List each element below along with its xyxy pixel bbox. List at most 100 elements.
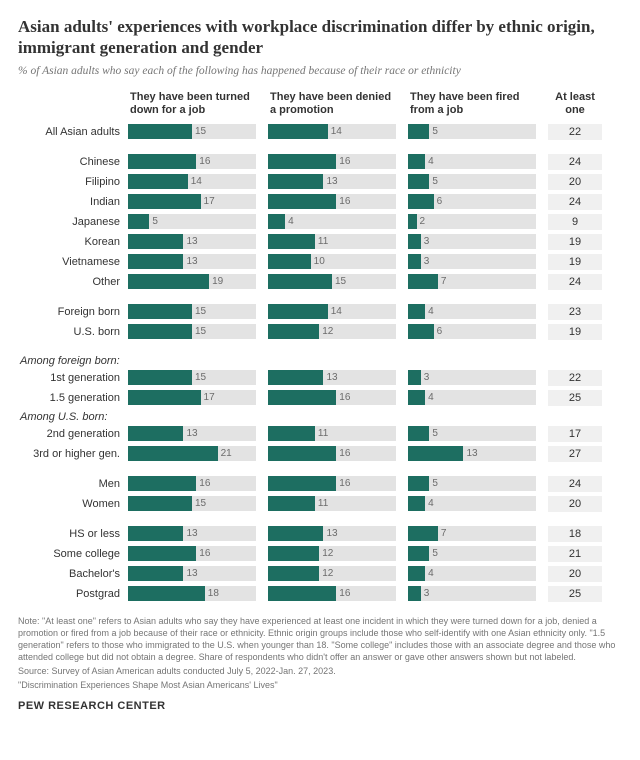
bar-value: 16 <box>196 476 210 491</box>
bar-fill <box>268 124 328 139</box>
bar-value: 4 <box>425 304 434 319</box>
bar-cell: 4 <box>268 214 408 229</box>
row-label: 1.5 generation <box>18 392 128 404</box>
bar-cell: 16 <box>268 194 408 209</box>
bar-value: 13 <box>183 526 197 541</box>
bar-cell: 12 <box>268 566 408 581</box>
bar-fill <box>268 496 315 511</box>
bar-fill <box>268 304 328 319</box>
bar-cell: 12 <box>268 324 408 339</box>
data-row: HS or less1313718 <box>18 525 622 543</box>
atleast-value: 17 <box>548 426 602 442</box>
bar-value: 6 <box>434 194 443 209</box>
bar-value: 3 <box>421 234 430 249</box>
row-label: All Asian adults <box>18 126 128 138</box>
bar-value: 15 <box>192 124 206 139</box>
column-headers: They have been turned down for a job The… <box>18 91 622 117</box>
bar-fill <box>128 446 218 461</box>
bar-value: 16 <box>196 546 210 561</box>
atleast-value: 24 <box>548 194 602 210</box>
bar-fill <box>408 304 425 319</box>
row-label: 3rd or higher gen. <box>18 448 128 460</box>
chart-note: Note: "At least one" refers to Asian adu… <box>18 615 622 664</box>
data-row: 1.5 generation1716425 <box>18 389 622 407</box>
bar-fill <box>408 426 429 441</box>
bar-value: 13 <box>183 254 197 269</box>
bar-value: 12 <box>319 546 333 561</box>
bar-cell: 3 <box>408 586 548 601</box>
bar-fill <box>268 214 285 229</box>
row-label: Bachelor's <box>18 568 128 580</box>
bar-cell: 5 <box>408 426 548 441</box>
bar-fill <box>268 234 315 249</box>
data-row: Other1915724 <box>18 273 622 291</box>
bar-value: 13 <box>323 370 337 385</box>
bar-fill <box>268 194 336 209</box>
col-header-2: They have been fired from a job <box>408 91 548 117</box>
bar-value: 4 <box>425 566 434 581</box>
bar-fill <box>268 446 336 461</box>
bar-cell: 4 <box>408 566 548 581</box>
bar-cell: 13 <box>128 566 268 581</box>
atleast-value: 18 <box>548 526 602 542</box>
row-label: Vietnamese <box>18 256 128 268</box>
bar-cell: 16 <box>268 476 408 491</box>
bar-value: 16 <box>336 194 350 209</box>
bar-cell: 18 <box>128 586 268 601</box>
data-row: U.S. born1512619 <box>18 323 622 341</box>
bar-cell: 16 <box>128 476 268 491</box>
bar-fill <box>408 274 438 289</box>
data-row: Some college1612521 <box>18 545 622 563</box>
bar-cell: 17 <box>128 194 268 209</box>
bar-cell: 13 <box>268 370 408 385</box>
bar-value: 10 <box>311 254 325 269</box>
bar-fill <box>128 124 192 139</box>
bar-fill <box>408 174 429 189</box>
bar-value: 6 <box>434 324 443 339</box>
data-row: Indian1716624 <box>18 193 622 211</box>
data-row: Foreign born1514423 <box>18 303 622 321</box>
bar-value: 5 <box>429 174 438 189</box>
bar-cell: 16 <box>268 586 408 601</box>
row-label: Women <box>18 498 128 510</box>
bar-fill <box>128 526 183 541</box>
data-row: 3rd or higher gen.21161327 <box>18 445 622 463</box>
bar-value: 16 <box>336 390 350 405</box>
col-header-0: They have been turned down for a job <box>128 91 268 117</box>
bar-cell: 16 <box>128 546 268 561</box>
bar-fill <box>128 546 196 561</box>
bar-fill <box>128 304 192 319</box>
row-label: Men <box>18 478 128 490</box>
bar-fill <box>408 194 434 209</box>
atleast-value: 24 <box>548 274 602 290</box>
row-label: HS or less <box>18 528 128 540</box>
atleast-value: 22 <box>548 124 602 140</box>
bar-value: 17 <box>201 390 215 405</box>
atleast-value: 20 <box>548 496 602 512</box>
bar-fill <box>128 426 183 441</box>
bar-cell: 13 <box>408 446 548 461</box>
chart-quote: "Discrimination Experiences Shape Most A… <box>18 680 622 690</box>
bar-cell: 12 <box>268 546 408 561</box>
bar-cell: 5 <box>408 546 548 561</box>
bar-cell: 16 <box>268 154 408 169</box>
bar-fill <box>128 234 183 249</box>
row-label: Postgrad <box>18 588 128 600</box>
bar-cell: 14 <box>128 174 268 189</box>
bar-cell: 5 <box>408 174 548 189</box>
bar-value: 13 <box>183 426 197 441</box>
atleast-value: 9 <box>548 214 602 230</box>
bar-fill <box>408 446 463 461</box>
bar-cell: 15 <box>128 496 268 511</box>
bar-fill <box>268 526 323 541</box>
bar-value: 16 <box>336 476 350 491</box>
bar-value: 13 <box>183 566 197 581</box>
bar-value: 18 <box>205 586 219 601</box>
bar-cell: 5 <box>128 214 268 229</box>
bar-cell: 11 <box>268 234 408 249</box>
bar-cell: 4 <box>408 496 548 511</box>
bar-cell: 6 <box>408 194 548 209</box>
bar-fill <box>408 496 425 511</box>
bar-cell: 11 <box>268 426 408 441</box>
bar-fill <box>268 546 319 561</box>
